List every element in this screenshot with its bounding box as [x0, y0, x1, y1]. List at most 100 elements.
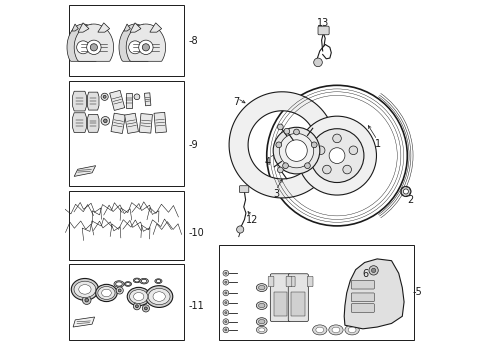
Ellipse shape: [125, 283, 130, 285]
Circle shape: [285, 140, 306, 161]
Circle shape: [266, 85, 407, 226]
Circle shape: [118, 289, 121, 292]
Ellipse shape: [71, 279, 99, 300]
Circle shape: [224, 272, 226, 274]
Polygon shape: [72, 24, 78, 31]
Circle shape: [101, 117, 109, 125]
Circle shape: [224, 312, 226, 314]
Circle shape: [293, 129, 299, 135]
Polygon shape: [109, 90, 124, 111]
Polygon shape: [87, 92, 99, 110]
Bar: [273, 292, 286, 316]
Polygon shape: [74, 166, 96, 176]
FancyBboxPatch shape: [289, 276, 294, 287]
Polygon shape: [144, 93, 151, 106]
Bar: [69, 191, 183, 260]
Polygon shape: [72, 91, 86, 111]
Circle shape: [223, 327, 228, 333]
Ellipse shape: [98, 287, 115, 300]
Circle shape: [116, 287, 123, 294]
Polygon shape: [125, 93, 132, 108]
Polygon shape: [119, 24, 151, 61]
Ellipse shape: [153, 292, 165, 301]
Ellipse shape: [312, 325, 326, 335]
Ellipse shape: [256, 302, 266, 310]
Circle shape: [82, 296, 91, 305]
Circle shape: [316, 146, 325, 154]
Circle shape: [223, 290, 228, 296]
FancyBboxPatch shape: [306, 276, 312, 287]
Circle shape: [90, 44, 97, 51]
Text: 2: 2: [406, 195, 412, 205]
FancyBboxPatch shape: [287, 274, 308, 321]
Circle shape: [348, 146, 357, 154]
Ellipse shape: [331, 327, 339, 333]
Circle shape: [224, 281, 226, 283]
Circle shape: [282, 163, 288, 168]
Circle shape: [332, 134, 341, 143]
Circle shape: [224, 292, 226, 294]
Text: 12: 12: [245, 215, 258, 225]
Ellipse shape: [133, 293, 143, 301]
Circle shape: [277, 167, 283, 173]
Circle shape: [223, 270, 228, 276]
Ellipse shape: [156, 280, 161, 283]
Polygon shape: [401, 186, 410, 196]
Ellipse shape: [258, 328, 264, 332]
Circle shape: [400, 186, 410, 197]
Circle shape: [103, 119, 107, 123]
FancyBboxPatch shape: [267, 276, 273, 287]
Circle shape: [322, 165, 330, 174]
Ellipse shape: [315, 327, 323, 333]
Polygon shape: [123, 24, 130, 31]
Polygon shape: [344, 259, 403, 329]
Circle shape: [223, 279, 228, 285]
Circle shape: [223, 310, 228, 316]
Circle shape: [135, 305, 138, 308]
Polygon shape: [149, 23, 162, 32]
Text: 7: 7: [233, 97, 239, 107]
Ellipse shape: [96, 284, 117, 302]
Circle shape: [313, 58, 322, 67]
Ellipse shape: [114, 281, 124, 287]
Text: -8: -8: [188, 36, 198, 46]
Circle shape: [311, 142, 316, 148]
Polygon shape: [73, 317, 94, 327]
Ellipse shape: [124, 282, 131, 286]
Circle shape: [128, 41, 142, 54]
Ellipse shape: [133, 278, 140, 283]
Polygon shape: [87, 114, 99, 132]
Ellipse shape: [102, 289, 111, 297]
Ellipse shape: [256, 318, 266, 325]
Ellipse shape: [258, 319, 264, 324]
Circle shape: [103, 95, 106, 98]
Polygon shape: [126, 24, 165, 61]
Ellipse shape: [141, 279, 146, 283]
Ellipse shape: [140, 278, 148, 284]
Circle shape: [101, 93, 108, 100]
Polygon shape: [130, 23, 141, 32]
Circle shape: [224, 302, 226, 304]
Ellipse shape: [258, 285, 264, 290]
Circle shape: [284, 129, 289, 134]
Circle shape: [279, 134, 313, 168]
Circle shape: [133, 303, 140, 310]
Polygon shape: [229, 92, 331, 198]
Ellipse shape: [74, 281, 96, 298]
Text: 1: 1: [374, 139, 380, 149]
FancyBboxPatch shape: [317, 26, 328, 35]
Circle shape: [142, 305, 149, 312]
Text: -5: -5: [411, 287, 421, 297]
Circle shape: [144, 307, 147, 310]
Circle shape: [371, 268, 375, 273]
Circle shape: [304, 163, 310, 168]
Circle shape: [224, 320, 226, 323]
FancyBboxPatch shape: [239, 186, 248, 193]
Bar: [69, 81, 183, 186]
Bar: [69, 5, 183, 76]
Circle shape: [309, 129, 363, 183]
Circle shape: [277, 124, 283, 130]
Ellipse shape: [79, 285, 91, 294]
Text: 3: 3: [273, 189, 279, 199]
Polygon shape: [88, 24, 94, 31]
